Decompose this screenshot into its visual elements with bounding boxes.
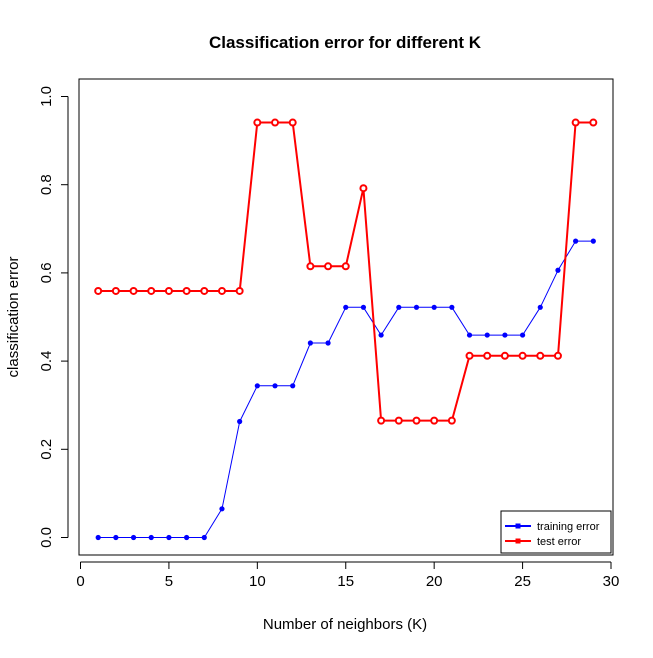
training-error-point [449,304,455,310]
test-error-point [111,286,120,295]
test-error-point [430,416,439,425]
test-error-point [465,351,474,360]
training-error-point [343,304,349,310]
test-error-point [553,351,562,360]
test-error-point [412,416,421,425]
test-error-point [271,118,280,127]
test-error-line [98,121,594,422]
training-error-point [573,238,579,244]
test-error-point [235,286,244,295]
y-tick-label: 0.6 [38,262,55,283]
test-error-point [394,416,403,425]
training-error-point [519,332,526,338]
legend: training error test error [500,510,612,554]
training-error-point [95,534,101,541]
training-error-point [378,332,384,338]
training-error-point [113,534,119,541]
test-error-point [359,184,368,193]
test-error-point [129,286,138,295]
test-error-point [217,286,226,295]
legend-training-error-marker [515,523,521,529]
training-error-point [184,534,190,541]
y-tick-label: 0.4 [38,351,55,372]
chart-title: Classification error for different K [209,33,482,52]
x-tick-label: 5 [165,573,173,590]
training-error-point [307,340,313,346]
x-tick-label: 10 [249,573,266,590]
training-error-point [290,383,296,389]
y-tick-label: 0.2 [38,439,55,460]
test-error-point [500,351,509,360]
legend-box [500,510,612,554]
legend-test-error-label: test error [537,536,581,548]
test-error-point [483,351,492,360]
training-error-point [466,332,473,338]
y-axis: 0.0 0.2 0.4 0.6 0.8 1.0 [38,86,69,548]
training-error-point [254,383,260,389]
test-error-point [571,118,580,127]
test-error-series [94,118,598,425]
training-error-point [325,340,331,346]
training-error-point [431,304,437,310]
test-error-point [536,351,545,360]
training-error-point [272,383,278,389]
legend-training-error-label: training error [537,521,600,533]
y-tick-label: 0.8 [38,174,55,195]
y-tick-label: 1.0 [38,86,55,107]
training-error-point [537,304,543,310]
training-error-point [360,304,367,310]
y-tick-label: 0.0 [38,527,55,548]
test-error-point [164,286,173,295]
training-error-point [484,332,490,338]
training-error-point [555,267,561,273]
training-error-point [396,304,402,310]
test-error-point [200,286,209,295]
legend-test-error-marker [515,538,521,544]
training-error-point [166,534,172,541]
x-tick-label: 0 [76,573,84,590]
x-tick-label: 20 [426,573,443,590]
x-tick-label: 30 [603,573,620,590]
training-error-point [148,534,154,541]
x-axis: 0 5 10 15 20 25 30 [76,561,620,590]
legend-entries: training error test error [505,521,600,548]
test-error-point [377,416,386,425]
test-error-point [447,416,456,425]
training-error-point [201,534,207,541]
training-error-point [219,506,225,512]
x-tick-label: 25 [514,573,531,590]
test-error-point [306,262,315,271]
training-error-point [237,418,243,425]
training-error-series [95,238,596,541]
test-error-point [518,351,527,360]
x-tick-label: 15 [337,573,354,590]
test-error-point [147,286,156,295]
test-error-point [288,118,297,127]
test-error-point [324,262,333,271]
training-error-point [130,534,137,541]
x-axis-label: Number of neighbors (K) [263,616,427,633]
test-error-point [253,118,262,127]
test-error-point [94,286,103,295]
training-error-line [98,240,594,538]
training-error-point [590,238,596,244]
test-error-point [341,262,350,271]
training-error-point [502,332,508,338]
plot-area-frame [78,78,614,556]
y-axis-label: classification error [5,257,22,378]
test-error-point [182,286,191,295]
test-error-point [589,118,598,127]
series-layer [94,118,598,541]
training-error-point [413,304,420,310]
